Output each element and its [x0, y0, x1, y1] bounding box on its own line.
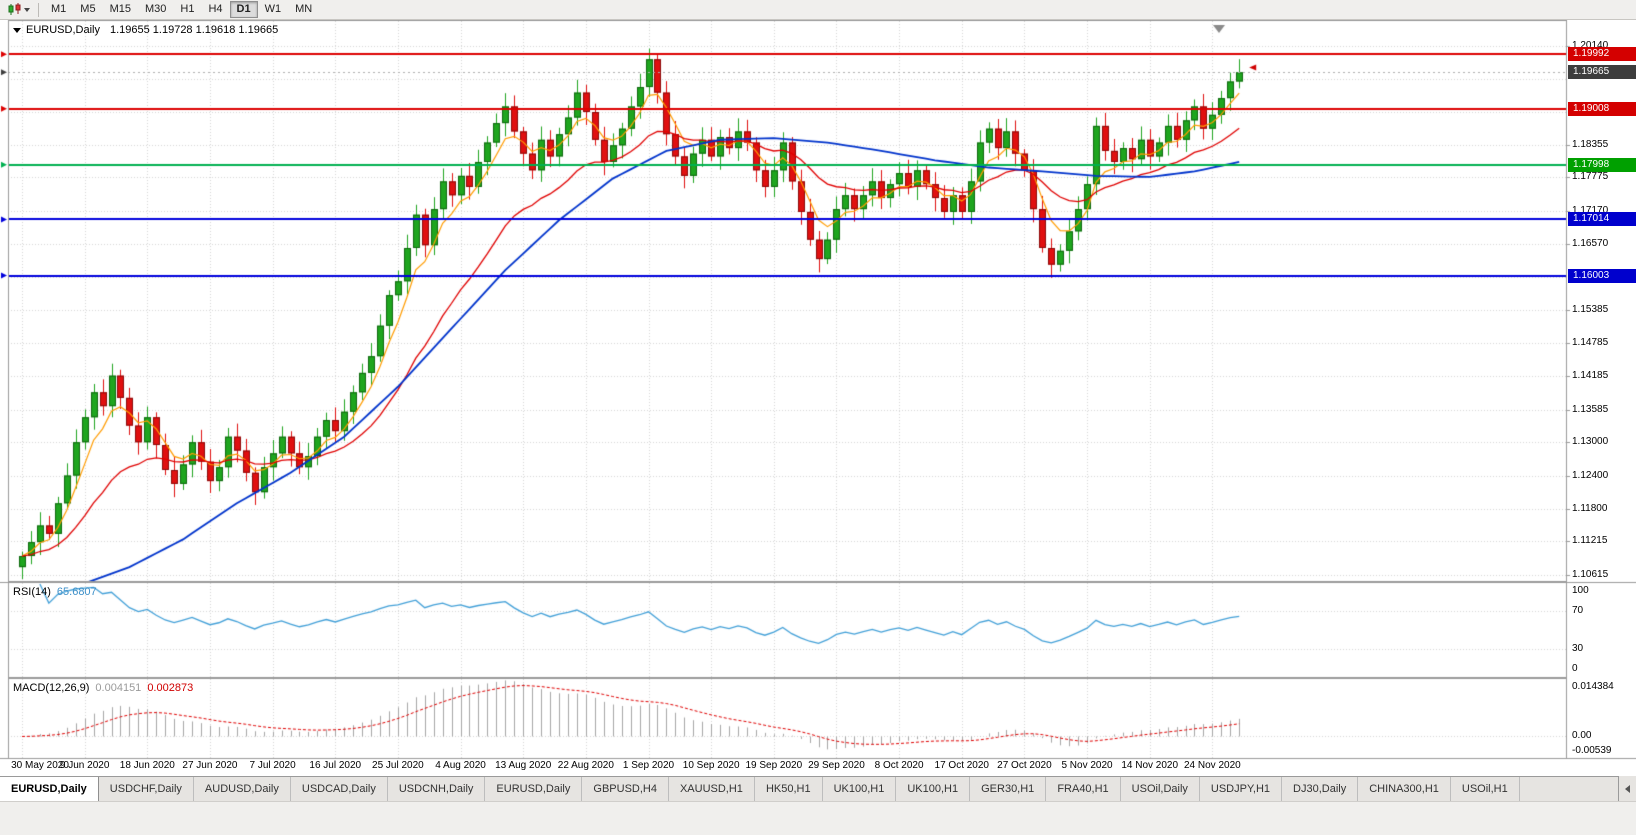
chart-tab-usdchf-daily[interactable]: USDCHF,Daily — [99, 777, 194, 801]
timeframe-button-m15[interactable]: M15 — [109, 3, 131, 15]
chart-tab-usoil-daily[interactable]: USOil,Daily — [1121, 777, 1200, 801]
timeframe-button-m1[interactable]: M1 — [51, 3, 67, 15]
timeframe-button-h4[interactable]: H4 — [208, 3, 223, 15]
chart-tab-bar: EURUSD,Daily USDCHF,Daily AUDUSD,Daily USDC… — [0, 776, 1636, 801]
chart-tab-usdcad-daily[interactable]: USDCAD,Daily — [291, 777, 388, 801]
chart-tab-uk100-h1[interactable]: UK100,H1 — [823, 777, 897, 801]
chart-tab-ger30-h1[interactable]: GER30,H1 — [970, 777, 1047, 801]
chart-tab-eurusd-daily[interactable]: EURUSD,Daily — [485, 777, 583, 801]
timeframe-button-d1[interactable]: D1 — [229, 1, 258, 18]
caret-down-icon — [24, 7, 30, 12]
chart-tab-uk100-h1[interactable]: UK100,H1 — [896, 777, 971, 801]
chart-type-menu[interactable] — [4, 3, 33, 16]
chart-tab-china300-h1[interactable]: CHINA300,H1 — [1358, 777, 1451, 801]
timeframe-button-mn[interactable]: MN — [295, 3, 313, 15]
chart-tab-eurusd-daily[interactable]: EURUSD,Daily — [0, 777, 99, 801]
timeframe-button-w1[interactable]: W1 — [264, 3, 282, 15]
timeframe-button-m30[interactable]: M30 — [144, 3, 167, 15]
chart-tab-usoil-h1[interactable]: USOil,H1 — [1451, 777, 1520, 801]
toolbar-separator — [38, 2, 39, 17]
chart-canvas[interactable] — [0, 20, 1636, 776]
timeframe-button-h1[interactable]: H1 — [180, 3, 195, 15]
chart-tab-fra40-h1[interactable]: FRA40,H1 — [1046, 777, 1121, 801]
timeframe-toolbar: M1 M5 M15 M30 H1 H4 D1 W1 MN — [0, 0, 1636, 20]
bottom-filler — [0, 801, 1636, 835]
chart-tab-dj30-daily[interactable]: DJ30,Daily — [1282, 777, 1359, 801]
tab-scroll-button[interactable] — [1618, 776, 1636, 801]
candlestick-chart-icon — [8, 3, 21, 15]
chart-tab-gbpusd-h4[interactable]: GBPUSD,H4 — [582, 777, 669, 801]
chart-tab-usdjpy-h1[interactable]: USDJPY,H1 — [1200, 777, 1283, 801]
tab-scroll-left-icon — [1625, 784, 1630, 793]
chart-tab-usdcnh-daily[interactable]: USDCNH,Daily — [388, 777, 486, 801]
chart-tab-audusd-daily[interactable]: AUDUSD,Daily — [194, 777, 291, 801]
chart-tab-hk50-h1[interactable]: HK50,H1 — [755, 777, 823, 801]
timeframe-buttons: M1 M5 M15 M30 H1 H4 D1 W1 MN — [44, 1, 319, 18]
timeframe-button-m5[interactable]: M5 — [80, 3, 96, 15]
chart-tab-xauusd-h1[interactable]: XAUUSD,H1 — [669, 777, 755, 801]
